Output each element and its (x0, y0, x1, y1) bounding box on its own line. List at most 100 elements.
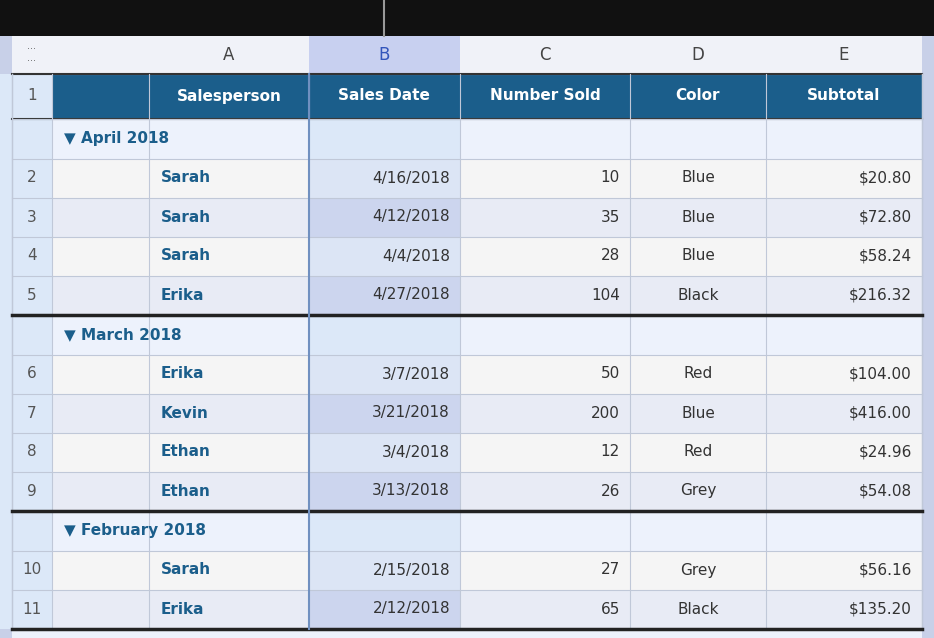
Bar (12, 36, 52, 74)
Bar (0, 237, 12, 276)
Bar (52, 355, 149, 394)
Bar (149, 433, 309, 472)
Text: ▼ April 2018: ▼ April 2018 (64, 131, 169, 147)
Bar (0, 394, 12, 433)
Bar (0, 315, 12, 355)
Text: 3/4/2018: 3/4/2018 (382, 445, 450, 459)
Bar (766, 276, 922, 315)
Text: ▼ March 2018: ▼ March 2018 (64, 327, 181, 343)
Bar (12, 74, 52, 119)
Bar (0, 0, 934, 36)
Bar (309, 472, 460, 511)
Bar (922, 355, 934, 394)
Bar (309, 119, 460, 159)
Text: 10: 10 (601, 170, 620, 186)
Text: $56.16: $56.16 (858, 563, 912, 577)
Bar (922, 237, 934, 276)
Text: 4/27/2018: 4/27/2018 (373, 288, 450, 302)
Text: Color: Color (676, 89, 720, 103)
Bar (630, 394, 766, 433)
Text: Red: Red (684, 366, 713, 382)
Text: Black: Black (677, 288, 719, 302)
Bar (12, 315, 52, 355)
Bar (922, 472, 934, 511)
Bar (766, 198, 922, 237)
Bar (52, 119, 309, 159)
Bar (922, 433, 934, 472)
Bar (922, 74, 934, 119)
Bar (766, 433, 922, 472)
Bar (149, 74, 309, 119)
Bar (309, 394, 460, 433)
Text: Grey: Grey (680, 484, 716, 498)
Bar (12, 198, 52, 237)
Bar (12, 629, 922, 638)
Text: 4: 4 (27, 248, 36, 263)
Text: 2/15/2018: 2/15/2018 (373, 563, 450, 577)
Bar (149, 237, 309, 276)
Text: Blue: Blue (681, 209, 715, 225)
Text: 200: 200 (591, 406, 620, 420)
Bar (0, 472, 12, 511)
Bar (149, 276, 309, 315)
Text: Red: Red (684, 445, 713, 459)
Text: 4/4/2018: 4/4/2018 (382, 248, 450, 263)
Bar (309, 355, 460, 394)
Bar (0, 119, 12, 159)
Bar (309, 551, 460, 590)
Bar (149, 472, 309, 511)
Text: $58.24: $58.24 (859, 248, 912, 263)
Text: 65: 65 (601, 602, 620, 616)
Bar (766, 394, 922, 433)
Bar (309, 590, 460, 629)
Text: D: D (691, 46, 704, 64)
Bar (309, 433, 460, 472)
Bar (922, 159, 934, 198)
Bar (460, 433, 630, 472)
Bar (12, 472, 52, 511)
Bar (309, 511, 460, 551)
Text: Black: Black (677, 602, 719, 616)
Bar (12, 159, 52, 198)
Bar (309, 276, 460, 315)
Bar (12, 394, 52, 433)
Bar (922, 276, 934, 315)
Text: 2: 2 (27, 170, 36, 186)
Text: Blue: Blue (681, 406, 715, 420)
Bar (630, 355, 766, 394)
Bar (309, 74, 460, 119)
Bar (309, 159, 460, 198)
Bar (766, 590, 922, 629)
Text: Sarah: Sarah (161, 248, 211, 263)
Bar (630, 433, 766, 472)
Text: Sarah: Sarah (161, 170, 211, 186)
Bar (766, 551, 922, 590)
Text: 12: 12 (601, 445, 620, 459)
Text: $104.00: $104.00 (849, 366, 912, 382)
Bar (766, 472, 922, 511)
Bar (630, 74, 766, 119)
Text: Sarah: Sarah (161, 209, 211, 225)
Bar (922, 551, 934, 590)
Bar (766, 159, 922, 198)
Bar (12, 433, 52, 472)
Text: 11: 11 (22, 602, 42, 616)
Bar (149, 36, 309, 74)
Text: Erika: Erika (161, 602, 205, 616)
Bar (52, 511, 309, 551)
Bar (630, 36, 766, 74)
Bar (0, 511, 12, 551)
Bar (52, 36, 149, 74)
Bar (766, 355, 922, 394)
Bar (309, 315, 460, 355)
Bar (149, 590, 309, 629)
Bar (309, 36, 460, 74)
Text: 104: 104 (591, 288, 620, 302)
Text: ···
···: ··· ··· (27, 44, 36, 66)
Bar (52, 433, 149, 472)
Text: 27: 27 (601, 563, 620, 577)
Bar (922, 394, 934, 433)
Text: $72.80: $72.80 (859, 209, 912, 225)
Bar (12, 590, 52, 629)
Text: Number Sold: Number Sold (489, 89, 601, 103)
